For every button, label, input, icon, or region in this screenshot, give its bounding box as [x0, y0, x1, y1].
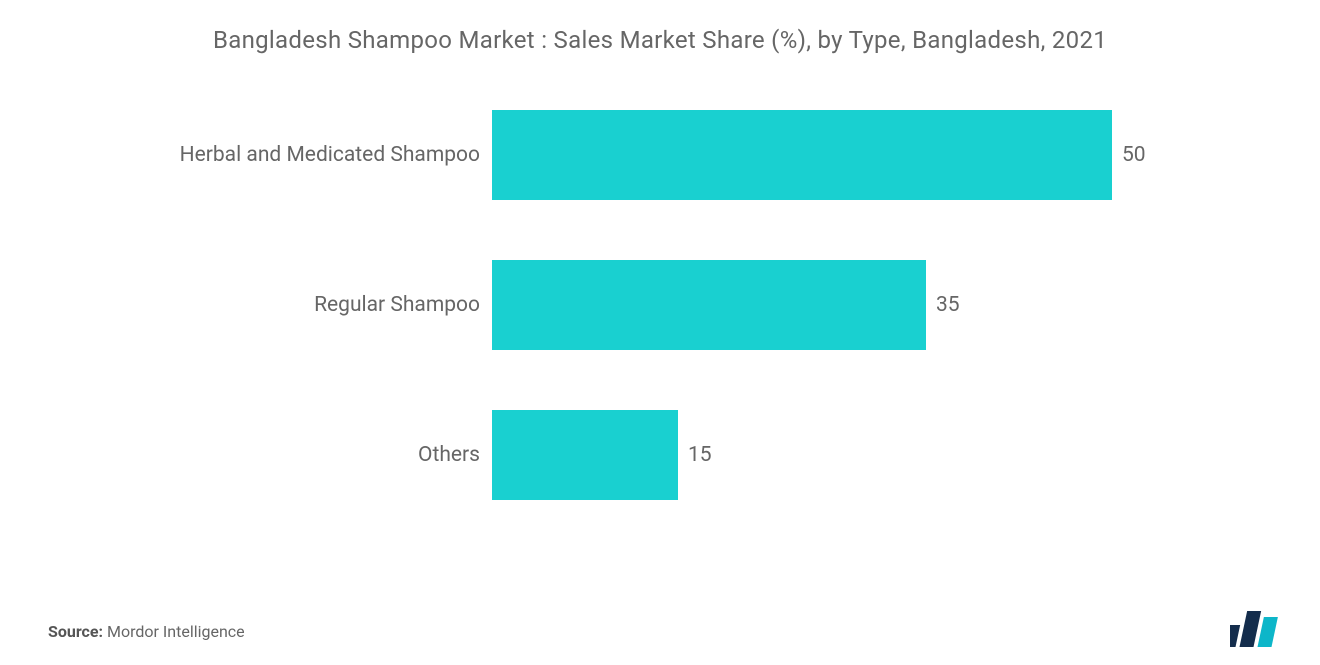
bar — [492, 410, 678, 500]
bar — [492, 260, 926, 350]
source-footer: Source: Mordor Intelligence — [48, 622, 245, 641]
chart-title: Bangladesh Shampoo Market : Sales Market… — [0, 0, 1320, 54]
bar-track: 50 — [492, 110, 1210, 200]
bar-row: Herbal and Medicated Shampoo 50 — [110, 110, 1210, 200]
value-label: 50 — [1112, 143, 1146, 167]
category-label: Herbal and Medicated Shampoo — [110, 143, 492, 167]
bar-row: Others 15 — [110, 410, 1210, 500]
source-value: Mordor Intelligence — [107, 622, 245, 641]
value-label: 15 — [678, 443, 712, 467]
brand-logo-icon — [1230, 607, 1286, 647]
bar — [492, 110, 1112, 200]
category-label: Regular Shampoo — [110, 293, 492, 317]
value-label: 35 — [926, 293, 960, 317]
source-label: Source: — [48, 622, 103, 641]
bar-track: 15 — [492, 410, 1210, 500]
category-label: Others — [110, 443, 492, 467]
bar-track: 35 — [492, 260, 1210, 350]
chart-plot-area: Herbal and Medicated Shampoo 50 Regular … — [110, 110, 1210, 560]
bar-row: Regular Shampoo 35 — [110, 260, 1210, 350]
